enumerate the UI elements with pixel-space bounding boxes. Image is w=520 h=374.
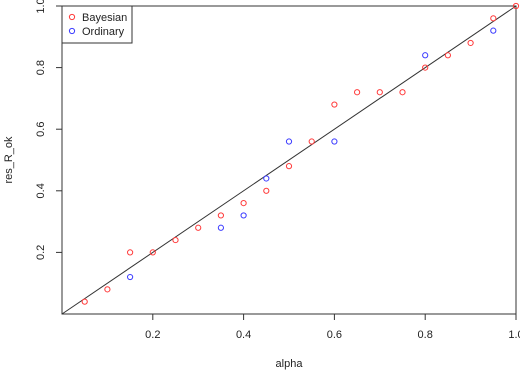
ordinary-point: [331, 138, 338, 145]
x-axis-label: alpha: [276, 358, 304, 370]
bayesian-point: [240, 200, 247, 207]
bayesian-point: [399, 89, 406, 96]
bayesian-point: [512, 2, 520, 10]
y-tick-label: 1.0: [35, 0, 47, 14]
bayesian-point: [172, 236, 179, 244]
x-tick-label: 0.4: [236, 329, 251, 341]
legend-label-bayesian: Bayesian: [82, 12, 127, 24]
bayesian-point: [422, 64, 429, 71]
y-tick-label: 0.2: [35, 245, 47, 260]
bayesian-point: [308, 138, 315, 145]
ordinary-point: [127, 273, 134, 281]
bayesian-point: [331, 101, 338, 108]
bayesian-point: [376, 89, 383, 96]
bayesian-point: [195, 224, 202, 231]
x-axis: 0.2 0.4 0.6 0.8 1.0: [145, 314, 520, 341]
ordinary-point: [240, 212, 247, 219]
x-tick-label: 0.2: [145, 329, 160, 341]
y-axis-label: res_R_ok: [3, 136, 15, 184]
data-points: [81, 2, 520, 305]
y-axis: 0.2 0.4 0.6 0.8 1.0: [35, 0, 62, 260]
y-tick-label: 0.6: [35, 122, 47, 137]
bayesian-point: [467, 39, 474, 47]
ordinary-point: [263, 175, 270, 182]
bayesian-point: [490, 15, 497, 22]
y-tick-label: 0.4: [35, 183, 47, 198]
ordinary-point: [490, 27, 497, 34]
legend-marker-bayesian: [68, 13, 76, 21]
x-tick-label: 1.0: [508, 329, 520, 341]
bayesian-point: [104, 286, 111, 293]
legend: Bayesian Ordinary: [61, 5, 133, 44]
plot-frame: [61, 5, 517, 315]
reference-line: [61, 5, 517, 315]
legend-label-ordinary: Ordinary: [82, 26, 125, 38]
y-tick-label: 0.8: [35, 60, 47, 75]
bayesian-point: [149, 249, 156, 256]
bayesian-point: [444, 52, 451, 59]
bayesian-point: [285, 163, 293, 170]
legend-box: [61, 5, 133, 44]
ordinary-point: [285, 138, 293, 145]
legend-marker-ordinary: [68, 27, 76, 35]
bayesian-point: [263, 187, 270, 194]
bayesian-point: [127, 249, 134, 256]
ordinary-point: [422, 52, 429, 59]
x-tick-label: 0.8: [418, 329, 433, 341]
x-tick-label: 0.6: [327, 329, 342, 341]
bayesian-point: [81, 298, 88, 305]
ordinary-point: [217, 224, 224, 231]
bayesian-point: [217, 212, 224, 219]
bayesian-point: [354, 89, 361, 96]
